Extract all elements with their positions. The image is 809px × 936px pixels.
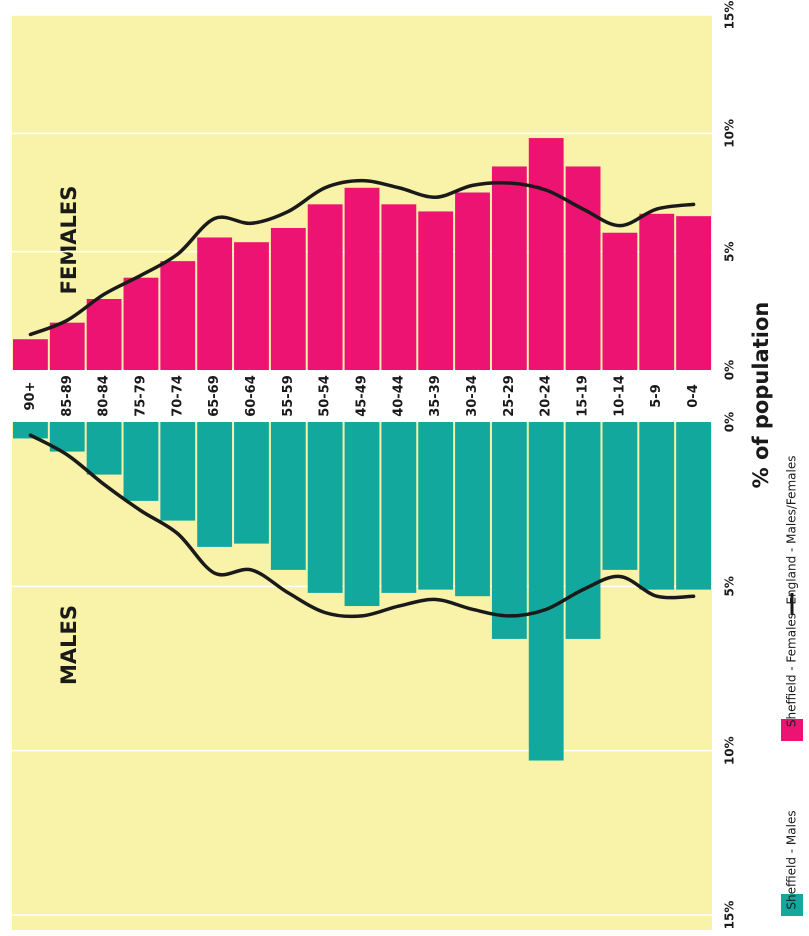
category-label: 75-79 (133, 375, 148, 417)
category-label: 0-4 (686, 384, 701, 408)
female-bar (676, 216, 711, 370)
female-bar (270, 228, 306, 370)
female-bar (381, 204, 417, 370)
male-bar (307, 422, 343, 593)
male-bar (86, 422, 122, 475)
category-label: 15-19 (576, 375, 591, 417)
male-bar (602, 422, 638, 570)
england-line (28, 178, 696, 337)
female-bar (123, 277, 159, 370)
female-bar (13, 339, 48, 370)
tick-label: 0% (723, 412, 737, 432)
england-line (28, 433, 696, 619)
female-bar (160, 261, 196, 370)
male-bar (160, 422, 196, 521)
female-bar (491, 166, 527, 370)
female-bar (602, 232, 638, 370)
category-label: 20-24 (539, 375, 554, 417)
female-bar (565, 166, 601, 370)
tick-label: 5% (723, 576, 737, 596)
male-bar (418, 422, 454, 590)
female-bar (49, 322, 85, 370)
male-bar (13, 422, 48, 439)
tick-label: 10% (723, 119, 737, 148)
category-label: 85-89 (60, 375, 75, 417)
axis-title: % of population (749, 302, 773, 489)
male-bar (123, 422, 159, 501)
legend-label: England - Males/Females (785, 455, 799, 604)
male-bar (455, 422, 490, 597)
male-bar (639, 422, 675, 590)
tick-label: 15% (723, 901, 737, 930)
female-bar (639, 213, 675, 370)
tick-label: 0% (723, 360, 737, 380)
category-label: 60-64 (244, 375, 259, 417)
category-label: 90+ (23, 382, 38, 411)
category-label: 50-54 (318, 375, 333, 417)
category-label: 35-39 (428, 375, 443, 417)
male-bar (381, 422, 417, 593)
category-label: 45-49 (355, 375, 370, 417)
category-label: 65-69 (207, 375, 222, 417)
male-bar (270, 422, 306, 570)
category-label: 55-59 (281, 375, 296, 417)
tick-label: 10% (723, 736, 737, 765)
male-bar (344, 422, 380, 607)
male-bar (491, 422, 527, 639)
legend-label: Sheffield - Females (785, 613, 799, 727)
tick-label: 15% (723, 1, 737, 30)
category-label: 40-44 (391, 375, 406, 417)
legend-label: Sheffield - Males (785, 810, 799, 909)
male-bar (234, 422, 269, 544)
female-bar (234, 242, 269, 370)
female-bar (344, 187, 380, 370)
male-bar (676, 422, 711, 590)
female-bar (86, 299, 122, 370)
males-label: MALES (57, 605, 81, 685)
male-bar (197, 422, 233, 547)
male-bar (565, 422, 601, 639)
females-label: FEMALES (57, 186, 81, 295)
tick-label: 5% (723, 241, 737, 261)
category-label: 25-29 (502, 375, 517, 417)
male-bar (528, 422, 564, 761)
category-label: 5-9 (649, 384, 664, 408)
female-bar (307, 204, 343, 370)
legend-swatch (781, 719, 803, 741)
category-label: 10-14 (612, 375, 627, 417)
category-label: 80-84 (97, 375, 112, 417)
category-label: 70-74 (170, 375, 185, 417)
female-bar (418, 211, 454, 370)
female-bar (455, 192, 490, 370)
legend-swatch (781, 894, 803, 916)
female-bar (528, 138, 564, 370)
category-label: 30-34 (465, 375, 480, 417)
female-bar (197, 237, 233, 370)
